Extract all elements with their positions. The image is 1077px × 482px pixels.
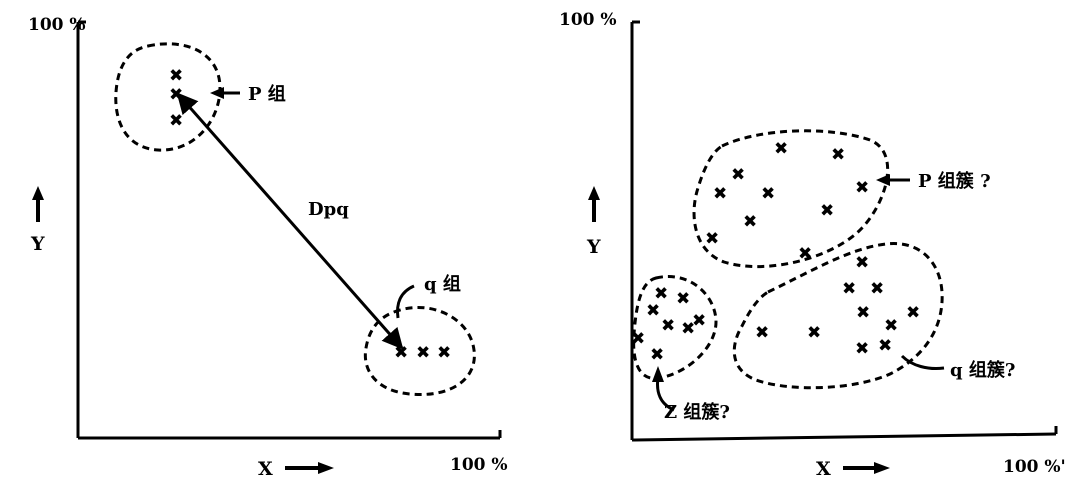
z-cluster-point: ✖ <box>676 289 690 309</box>
p-cluster-point: ✖ <box>831 145 845 165</box>
z-cluster-point: ✖ <box>681 319 695 339</box>
q-cluster-point: ✖ <box>842 279 856 299</box>
q-cluster-point: ✖ <box>807 323 821 343</box>
p-cluster-point: ✖ <box>855 178 869 198</box>
p-cluster-point: ✖ <box>820 201 834 221</box>
p-group-point: ✖ <box>169 66 183 86</box>
q-group-point: ✖ <box>416 343 430 363</box>
p-cluster-pointer-arrow-icon <box>876 174 910 186</box>
q-cluster-point: ✖ <box>906 303 920 323</box>
q-cluster-pointer-icon <box>900 354 945 370</box>
z-cluster-point: ✖ <box>661 316 675 336</box>
left-y-arrow-icon <box>32 186 44 222</box>
right-x-axis-label: X <box>816 458 831 480</box>
p-cluster-point: ✖ <box>743 212 757 232</box>
distance-line <box>176 92 404 350</box>
p-group-label: P 组 <box>248 83 286 105</box>
q-cluster-point: ✖ <box>855 339 869 359</box>
z-cluster-point: ✖ <box>654 284 668 304</box>
p-group-point: ✖ <box>169 85 183 105</box>
z-cluster-point: ✖ <box>692 311 706 331</box>
right-y-arrow-icon <box>588 186 600 222</box>
p-cluster-point: ✖ <box>774 139 788 159</box>
p-group-boundary <box>114 42 222 152</box>
z-cluster-point: ✖ <box>631 329 645 349</box>
right-y-axis-label: Y <box>586 236 601 258</box>
q-group-label: q 组 <box>424 273 461 295</box>
q-cluster-point: ✖ <box>878 336 892 356</box>
right-x-axis <box>631 432 1057 442</box>
q-group-point: ✖ <box>394 343 408 363</box>
distance-label: Dpq <box>308 199 349 220</box>
p-cluster-boundary <box>692 129 890 269</box>
p-group-pointer-arrow-icon <box>210 87 240 99</box>
left-x-axis-label: X <box>258 458 273 480</box>
p-cluster-point: ✖ <box>731 165 745 185</box>
q-cluster-boundary <box>732 242 944 390</box>
p-cluster-point: ✖ <box>761 184 775 204</box>
z-cluster-label: Z 组簇? <box>664 401 730 423</box>
right-panel: 100 % 100 %' Y X ✖ ✖ ✖ ✖ ✖ ✖ ✖ ✖ ✖ ✖ P 组… <box>559 10 1066 480</box>
q-cluster-point: ✖ <box>870 279 884 299</box>
left-x-arrow-icon <box>285 462 334 474</box>
q-group-pointer-icon <box>396 284 415 319</box>
p-cluster-label: P 组簇 ? <box>918 170 991 192</box>
right-x-arrow-icon <box>843 462 890 474</box>
p-group-point: ✖ <box>169 111 183 131</box>
q-cluster-point: ✖ <box>884 316 898 336</box>
left-y-axis-max-label: 100 % <box>28 15 86 35</box>
z-cluster-point: ✖ <box>646 301 660 321</box>
q-cluster-point: ✖ <box>855 253 869 273</box>
left-y-axis-label: Y <box>30 233 45 255</box>
q-group-boundary <box>363 306 476 397</box>
right-y-axis-max-label: 100 % <box>559 10 617 30</box>
z-cluster-pointer-arrow-icon <box>652 366 675 412</box>
q-cluster-point: ✖ <box>755 323 769 343</box>
z-cluster-point: ✖ <box>650 345 664 365</box>
p-cluster-point: ✖ <box>705 229 719 249</box>
left-panel: 100 % 100 % Y X ✖ ✖ ✖ P 组 Dpq ✖ ✖ ✖ <box>28 15 508 480</box>
q-cluster-point: ✖ <box>856 303 870 323</box>
left-x-axis-max-label: 100 % <box>450 455 508 475</box>
right-x-axis-max-label: 100 %' <box>1003 457 1066 477</box>
p-cluster-point: ✖ <box>713 184 727 204</box>
q-group-point: ✖ <box>437 343 451 363</box>
q-cluster-label: q 组簇? <box>950 359 1015 381</box>
p-cluster-point: ✖ <box>798 244 812 264</box>
